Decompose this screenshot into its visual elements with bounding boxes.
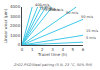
svg-text:4: 4 bbox=[61, 47, 64, 52]
svg-text:6: 6 bbox=[82, 47, 85, 52]
svg-text:250 m/s: 250 m/s bbox=[49, 8, 63, 12]
svg-text:Travel time (h): Travel time (h) bbox=[37, 52, 68, 57]
svg-text:15 m/s: 15 m/s bbox=[86, 29, 98, 33]
svg-text:5: 5 bbox=[72, 47, 75, 52]
svg-text:1000: 1000 bbox=[10, 33, 21, 38]
svg-text:1: 1 bbox=[31, 47, 34, 52]
svg-text:400 m/s: 400 m/s bbox=[35, 3, 49, 7]
svg-text:Linear wear (μm): Linear wear (μm) bbox=[3, 8, 8, 43]
svg-text:50 m/s: 50 m/s bbox=[81, 15, 93, 19]
svg-text:5 m/s: 5 m/s bbox=[86, 36, 96, 40]
svg-text:4000: 4000 bbox=[10, 4, 21, 9]
svg-text:ZrO2-PSZ/Steel pairing (5 N, 2: ZrO2-PSZ/Steel pairing (5 N, 23 °C, 50% … bbox=[13, 63, 93, 67]
svg-text:2: 2 bbox=[41, 47, 44, 52]
svg-text:80 m/s: 80 m/s bbox=[66, 11, 78, 15]
svg-text:15 m/s: 15 m/s bbox=[39, 5, 51, 9]
svg-text:0: 0 bbox=[21, 47, 24, 52]
svg-text:0: 0 bbox=[18, 42, 21, 47]
svg-text:3000: 3000 bbox=[10, 14, 21, 19]
svg-text:175 m/s: 175 m/s bbox=[45, 8, 59, 12]
svg-text:300 m/s: 300 m/s bbox=[41, 7, 55, 11]
svg-text:2000: 2000 bbox=[10, 23, 21, 28]
svg-text:3: 3 bbox=[51, 47, 54, 52]
